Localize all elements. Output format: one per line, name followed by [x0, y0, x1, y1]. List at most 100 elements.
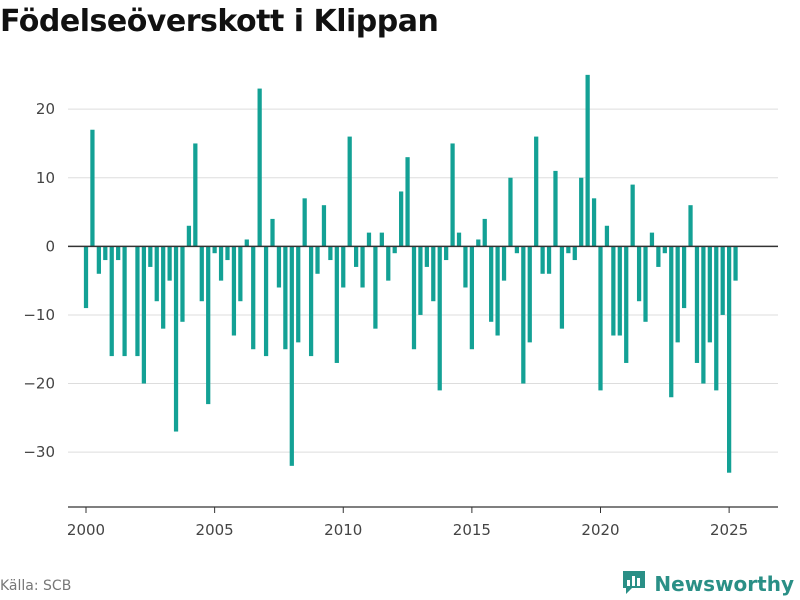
bar — [418, 246, 423, 315]
x-tick-label: 2005 — [196, 521, 234, 539]
bar — [167, 246, 172, 281]
bar — [334, 246, 339, 363]
bar — [733, 246, 738, 281]
bar — [559, 246, 565, 329]
bar — [186, 225, 192, 247]
bar — [624, 246, 629, 363]
bar — [714, 246, 719, 391]
bar — [572, 246, 577, 261]
bar — [405, 157, 410, 247]
bar — [643, 246, 648, 322]
bar — [308, 246, 314, 357]
bar — [662, 246, 667, 254]
bar — [366, 232, 372, 247]
chart-title: Födelseöverskott i Klippan — [0, 4, 439, 39]
bar — [617, 246, 622, 336]
bar — [218, 246, 224, 281]
bar — [109, 246, 114, 357]
y-tick-label: −20 — [23, 375, 55, 393]
y-tick-label: 10 — [36, 169, 55, 187]
bar — [630, 184, 635, 247]
bar — [225, 246, 230, 261]
bar — [302, 198, 307, 247]
bar — [688, 205, 693, 247]
bar — [257, 88, 262, 247]
bar — [482, 218, 487, 247]
bar — [495, 246, 500, 336]
bar — [180, 246, 185, 322]
bar — [347, 136, 352, 247]
bar — [90, 129, 95, 247]
bar — [193, 143, 198, 247]
bar — [399, 191, 404, 247]
bar — [720, 246, 725, 315]
bar — [540, 246, 545, 274]
x-tick-label: 2000 — [67, 521, 105, 539]
bars — [83, 74, 738, 473]
bar — [161, 246, 166, 329]
bar — [116, 246, 121, 261]
bar — [681, 246, 687, 309]
bar — [283, 246, 288, 350]
bar — [244, 239, 249, 247]
grid-lines — [68, 108, 778, 453]
bar — [501, 246, 507, 281]
bar — [270, 218, 275, 247]
bar — [476, 239, 481, 247]
bar — [231, 246, 237, 336]
bar — [328, 246, 333, 261]
bar — [360, 246, 365, 288]
bar — [135, 246, 140, 357]
bar — [411, 246, 417, 350]
x-tick-label: 2025 — [710, 521, 748, 539]
bar — [649, 232, 655, 247]
bar — [386, 246, 391, 281]
bar — [341, 246, 346, 288]
y-tick-label: −10 — [23, 306, 55, 324]
bar — [469, 246, 474, 350]
bar — [263, 246, 269, 357]
bar — [514, 246, 520, 254]
bar — [591, 198, 597, 247]
bar — [463, 246, 468, 288]
bar — [206, 246, 211, 405]
bar — [373, 246, 378, 329]
bar — [604, 225, 610, 247]
bar — [598, 246, 603, 391]
bar — [276, 246, 282, 288]
bar — [437, 246, 442, 391]
bar — [527, 246, 532, 343]
bar — [611, 246, 616, 336]
source-note: Källa: SCB — [0, 578, 72, 594]
bar — [392, 246, 397, 254]
bar — [701, 246, 706, 384]
bar — [521, 246, 526, 384]
bar — [489, 246, 494, 322]
bar — [353, 246, 359, 267]
bar — [636, 246, 642, 302]
bar — [579, 177, 584, 247]
x-tick-label: 2020 — [581, 521, 619, 539]
bar — [585, 74, 590, 247]
bar — [96, 246, 101, 274]
brand-logo[interactable]: Newsworthy — [620, 568, 794, 600]
bar — [212, 246, 217, 254]
bar — [122, 246, 127, 357]
bar — [154, 246, 159, 302]
bar — [694, 246, 700, 363]
bar — [727, 246, 732, 473]
bar — [424, 246, 429, 267]
x-tick-label: 2010 — [324, 521, 362, 539]
bar — [669, 246, 674, 398]
bar — [83, 246, 89, 309]
bar — [238, 246, 243, 302]
bar — [315, 246, 320, 274]
bar — [546, 246, 552, 274]
bar — [656, 246, 661, 267]
bar — [379, 232, 384, 247]
bar — [675, 246, 680, 343]
bar — [566, 246, 571, 254]
brand-name: Newsworthy — [654, 572, 794, 596]
